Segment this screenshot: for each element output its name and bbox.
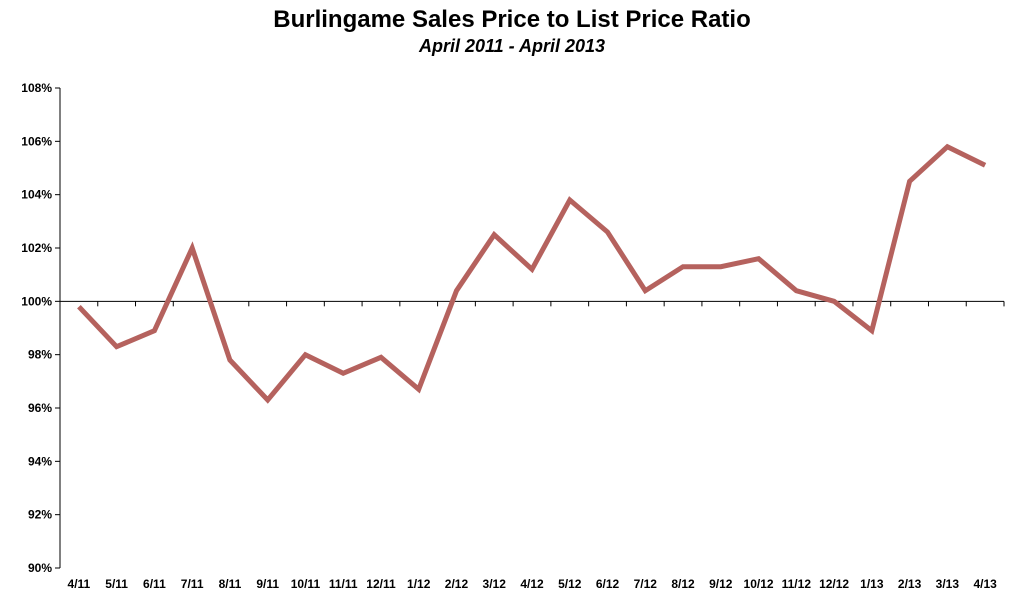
data-point [869, 328, 874, 333]
x-tick-label: 5/12 [558, 577, 582, 591]
x-tick-label: 1/12 [407, 577, 431, 591]
x-tick-label: 3/13 [936, 577, 960, 591]
data-point [454, 288, 459, 293]
x-tick-label: 6/11 [143, 577, 166, 591]
y-tick-label: 106% [21, 134, 52, 148]
data-point [756, 256, 761, 261]
data-point [567, 198, 572, 203]
data-point [416, 387, 421, 392]
data-point [378, 355, 383, 360]
chart-subtitle: April 2011 - April 2013 [418, 36, 606, 56]
y-tick-label: 100% [21, 294, 52, 308]
data-point [718, 264, 723, 269]
data-point [643, 288, 648, 293]
x-tick-label: 6/12 [596, 577, 620, 591]
x-tick-label: 4/12 [520, 577, 544, 591]
data-point [265, 398, 270, 403]
y-tick-label: 98% [28, 348, 52, 362]
x-tick-label: 9/11 [256, 577, 279, 591]
data-point [605, 230, 610, 235]
y-tick-label: 104% [21, 188, 52, 202]
data-point [794, 288, 799, 293]
y-tick-label: 108% [21, 81, 52, 95]
data-point [945, 144, 950, 149]
chart-title: Burlingame Sales Price to List Price Rat… [273, 6, 751, 33]
x-tick-label: 9/12 [709, 577, 733, 591]
data-point [492, 232, 497, 237]
data-point [832, 299, 837, 304]
series-line [77, 143, 987, 404]
data-point [190, 246, 195, 251]
data-point [681, 264, 686, 269]
y-tick-label: 94% [28, 454, 52, 468]
data-point [983, 163, 988, 168]
data-point [152, 328, 157, 333]
y-tick-label: 90% [28, 561, 52, 575]
x-tick-label: 12/11 [366, 577, 396, 591]
data-point [114, 344, 119, 349]
y-tick-label: 96% [28, 401, 52, 415]
y-tick-label: 102% [21, 241, 52, 255]
x-tick-label: 3/12 [483, 577, 507, 591]
data-point [530, 267, 535, 272]
x-tick-label: 10/11 [291, 577, 321, 591]
x-tick-label: 5/11 [105, 577, 128, 591]
data-point [76, 304, 81, 309]
x-tick-label: 12/12 [819, 577, 849, 591]
data-point [907, 179, 912, 184]
x-tick-label: 8/11 [219, 577, 242, 591]
data-point [227, 358, 232, 363]
x-tick-label: 7/11 [181, 577, 204, 591]
x-tick-label: 7/12 [634, 577, 658, 591]
x-tick-label: 8/12 [671, 577, 695, 591]
data-point [341, 371, 346, 376]
data-point [303, 352, 308, 357]
x-tick-label: 11/12 [782, 577, 812, 591]
x-tick-label: 2/13 [898, 577, 922, 591]
y-tick-label: 92% [28, 508, 52, 522]
x-tick-label: 4/13 [973, 577, 997, 591]
x-tick-label: 1/13 [860, 577, 884, 591]
x-tick-label: 2/12 [445, 577, 469, 591]
x-tick-label: 4/11 [68, 577, 91, 591]
x-tick-label: 10/12 [744, 577, 774, 591]
x-tick-label: 11/11 [329, 577, 358, 591]
